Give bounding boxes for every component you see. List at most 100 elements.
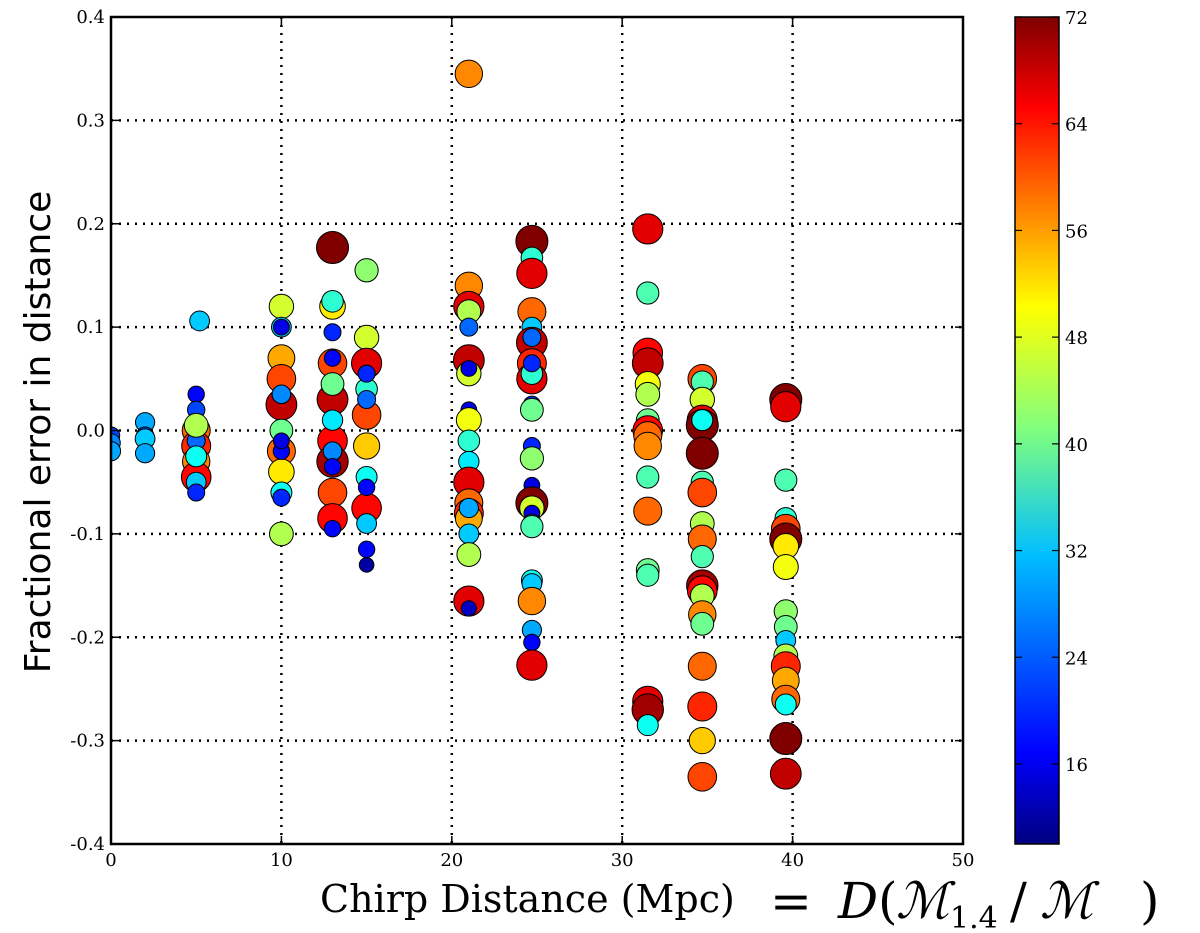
data-point: [268, 293, 295, 320]
data-point: [134, 443, 156, 464]
data-point: [454, 59, 484, 89]
y-tick-label: 0.4: [76, 7, 105, 28]
x-axis-label-mass-2: ℳ: [1040, 872, 1100, 930]
colorbar-tick-label: 64: [1065, 115, 1088, 136]
x-tick-label: 0: [105, 850, 116, 871]
data-point: [357, 389, 377, 409]
data-point: [687, 477, 718, 508]
y-tick-label: -0.1: [70, 524, 105, 545]
x-tick-label: 10: [270, 850, 293, 871]
y-tick-label: -0.4: [70, 834, 105, 855]
data-point: [456, 542, 482, 567]
colorbar-tick-label: 72: [1065, 8, 1088, 29]
grid-lines: [111, 17, 963, 844]
y-tick-label: -0.2: [70, 627, 105, 648]
data-point: [323, 323, 342, 342]
data-point: [520, 515, 544, 539]
x-axis-label-open-paren: (: [878, 872, 898, 930]
data-point: [187, 385, 205, 404]
data-point: [519, 397, 544, 422]
x-axis-label-d: D: [837, 872, 878, 930]
x-axis-label: Chirp Distance (Mpc) = D ( ℳ 1.4 / ℳ ): [320, 872, 1160, 933]
data-point: [769, 722, 803, 756]
data-point: [321, 289, 344, 313]
data-point: [323, 520, 342, 538]
x-axis-label-slash: /: [1010, 872, 1027, 930]
x-axis-label-close-paren: ): [1140, 872, 1160, 930]
data-point: [459, 317, 479, 337]
data-point: [273, 318, 290, 336]
data-point: [458, 523, 480, 545]
data-point: [687, 651, 717, 681]
data-point: [523, 633, 541, 652]
data-point: [635, 381, 661, 407]
data-point: [323, 349, 342, 367]
data-point: [687, 691, 718, 722]
data-point: [183, 412, 209, 438]
y-tick-label: 0.3: [76, 110, 105, 131]
data-point: [517, 586, 547, 616]
data-point: [269, 521, 294, 547]
data-point: [522, 327, 542, 347]
y-tick-label: -0.3: [70, 731, 105, 752]
data-point: [356, 513, 378, 534]
data-point: [688, 727, 716, 755]
colorbar-tick-label: 56: [1065, 221, 1088, 242]
x-axis-label-eq: =: [770, 872, 812, 930]
data-point: [358, 557, 375, 573]
data-point: [636, 281, 660, 305]
data-point: [636, 563, 660, 587]
data-point: [636, 714, 659, 737]
data-point: [687, 762, 718, 792]
x-axis-label-text: Chirp Distance (Mpc): [320, 877, 735, 921]
data-point: [769, 757, 802, 790]
colorbar-tick-label: 48: [1065, 328, 1088, 349]
data-point: [322, 441, 343, 461]
data-point: [633, 431, 662, 461]
data-point: [774, 468, 798, 492]
x-tick-label: 40: [781, 850, 804, 871]
y-tick-label: 0.0: [76, 421, 105, 442]
x-axis-label-mass: ℳ: [896, 872, 956, 930]
data-point: [516, 257, 548, 289]
data-point: [522, 354, 541, 373]
data-point: [460, 360, 478, 377]
data-point: [357, 540, 376, 559]
data-point: [317, 477, 348, 508]
data-point: [519, 446, 544, 471]
data-point: [772, 553, 799, 580]
x-tick-label: 20: [440, 850, 463, 871]
data-point: [460, 600, 477, 617]
data-point: [187, 483, 206, 502]
y-axis-ticks: -0.4 -0.3 -0.2 -0.1 0.0 0.1 0.2 0.3 0.4: [70, 7, 963, 855]
data-point: [633, 496, 663, 526]
data-point: [770, 391, 802, 423]
y-tick-label: 0.1: [76, 317, 105, 338]
colorbar-gradient: [1014, 16, 1060, 845]
y-axis-label: Fractional error in distance: [18, 191, 59, 674]
data-point: [185, 445, 208, 468]
data-point: [455, 407, 482, 434]
data-point: [690, 611, 715, 636]
data-point: [457, 429, 481, 453]
colorbar-tick-label: 32: [1065, 542, 1088, 563]
data-point: [323, 457, 342, 476]
data-point: [353, 324, 380, 351]
data-point: [189, 310, 211, 332]
data-point: [271, 384, 292, 405]
data-point: [516, 649, 548, 681]
colorbar-ticks: 16 24 32 40 48 56 64 72: [1015, 8, 1088, 776]
data-point: [357, 478, 376, 497]
data-point: [321, 409, 344, 431]
data-point: [690, 545, 714, 569]
colorbar-tick-label: 24: [1065, 648, 1088, 669]
x-tick-label: 30: [611, 850, 634, 871]
colorbar: 16 24 32 40 48 56 64 72: [1014, 8, 1088, 845]
data-point: [636, 465, 660, 489]
data-point: [357, 364, 376, 383]
colorbar-tick-label: 16: [1065, 755, 1088, 776]
x-tick-label: 50: [952, 850, 975, 871]
x-axis-ticks: 0 10 20 30 40 50: [105, 17, 974, 871]
data-point: [354, 258, 379, 283]
